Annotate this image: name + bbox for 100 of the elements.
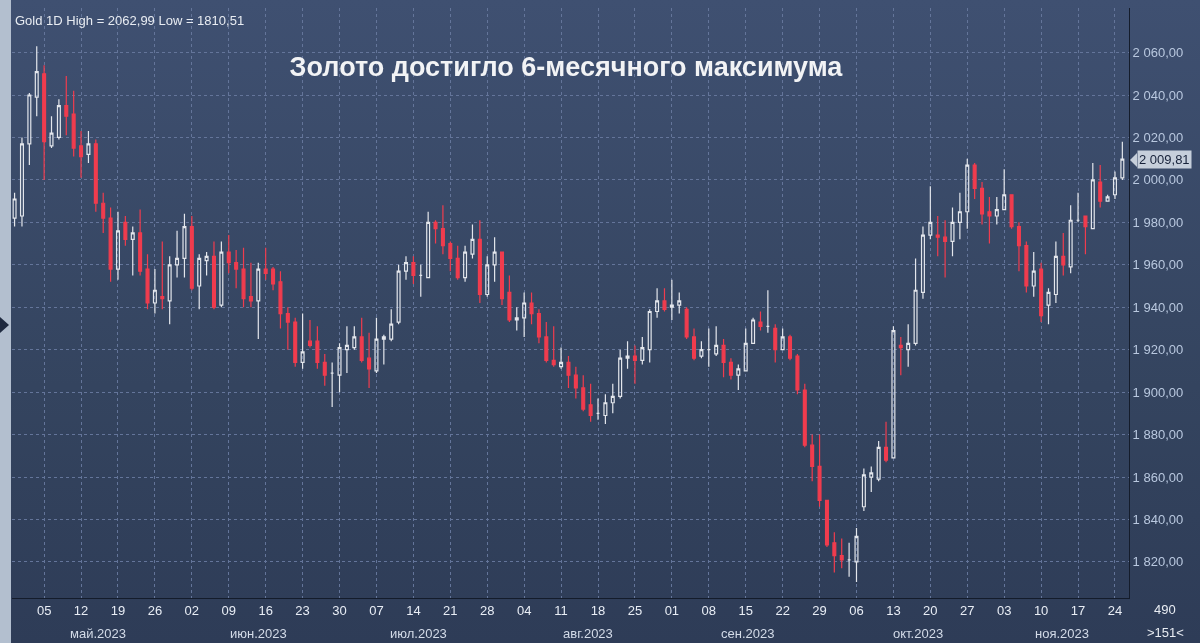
candlestick [1105,194,1110,202]
y-tick-label: 2 020,00 [1132,130,1184,146]
candlestick [780,327,785,351]
x-tick-label: 16 [258,602,273,618]
x-tick-label: 13 [886,602,901,618]
candlestick [758,310,763,332]
candlestick [455,245,460,281]
candlestick [1002,168,1007,211]
candlestick [71,90,76,158]
candlestick [854,527,859,583]
candlestick [248,262,253,308]
candlestick [824,499,829,548]
candlestick [1009,194,1014,230]
candlestick [138,209,143,277]
candlestick [625,340,630,370]
x-tick-label: 30 [332,602,347,618]
candlestick [278,270,283,330]
candlestick [684,306,689,340]
candlestick [1083,215,1088,255]
candlestick [123,215,128,247]
candlestick [522,291,527,338]
candlestick [869,465,874,493]
x-tick-label: 05 [36,602,52,618]
candlestick [935,215,940,257]
x-tick-label: 10 [1033,602,1049,618]
candlestick [839,537,844,569]
candlestick [1076,192,1081,223]
candlestick [64,75,69,136]
y-tick-label: 1 840,00 [1132,512,1184,528]
candlestick [581,374,586,412]
candlestick [1068,204,1073,274]
candlestick [344,325,349,374]
candlestick [79,130,84,179]
x-tick-label: 29 [812,602,827,618]
candlestick [1112,170,1117,200]
candlestick [743,327,748,372]
candlestick [367,332,372,389]
x-tick-label: 04 [516,602,532,618]
y-tick-label: 1 880,00 [1132,427,1184,443]
candlestick [226,234,231,274]
x-tick-label: 01 [664,602,680,618]
x-tick-label: 24 [1107,602,1123,618]
candlestick [352,325,357,351]
candlestick [499,251,505,306]
candlestick [263,247,268,281]
candlestick [861,467,866,512]
candlestick [1098,164,1103,209]
x-tick-label: 21 [443,602,458,618]
annotation: Gold 1D High = 2062,99 Low = 1810,51 [15,13,245,28]
candlestick [152,268,157,315]
candlestick [49,115,54,149]
candlestick [93,138,98,213]
candlestick [56,98,61,141]
candlestick [691,327,697,361]
candlestick [884,421,889,463]
y-tick-label: 1 960,00 [1132,257,1184,273]
candlestick [130,226,135,277]
candlestick [175,230,180,279]
text: 490 [1154,602,1176,617]
candlestick [551,325,556,368]
candlestick [588,383,593,423]
x-tick-label: 12 [73,602,89,618]
candlestick [610,383,615,414]
x-tick-label: 28 [480,602,495,618]
candlestick [736,363,741,391]
x-tick-label: 18 [590,602,606,618]
x-tick-label: 11 [554,602,568,618]
y-tick-label: 1 920,00 [1132,342,1184,358]
candlestick [234,249,239,289]
candlestick [994,196,999,226]
candlestick [847,542,852,578]
candlestick [307,319,313,349]
candlestick [34,45,39,117]
candlestick [492,236,497,283]
candlestick [950,206,955,257]
candlestick [19,136,24,228]
y-tick-label: 1 820,00 [1132,554,1184,570]
candlestick [544,321,549,364]
candlestick [632,344,637,385]
candlestick [980,181,985,226]
candlestick [167,255,172,325]
candlestick [1120,141,1125,181]
candlestick [536,308,541,344]
candlestick [322,353,327,387]
x-tick-label: 25 [627,602,643,618]
candlestick [802,383,807,448]
x-tick-label: 14 [406,602,421,618]
candlestick [359,317,364,364]
y-tick-label: 2 000,00 [1132,172,1184,188]
x-tick-label: 19 [110,602,126,618]
text: июл.2023 [390,626,447,641]
candlestick [330,361,335,408]
x-tick-label: 27 [960,602,975,618]
candlestick [655,287,660,319]
x-tick-label: 22 [775,602,790,618]
candlestick [677,291,682,315]
candlestick [426,211,431,279]
x-tick-label: 20 [923,602,938,618]
candlestick [1031,251,1036,298]
candlestick [115,211,120,281]
